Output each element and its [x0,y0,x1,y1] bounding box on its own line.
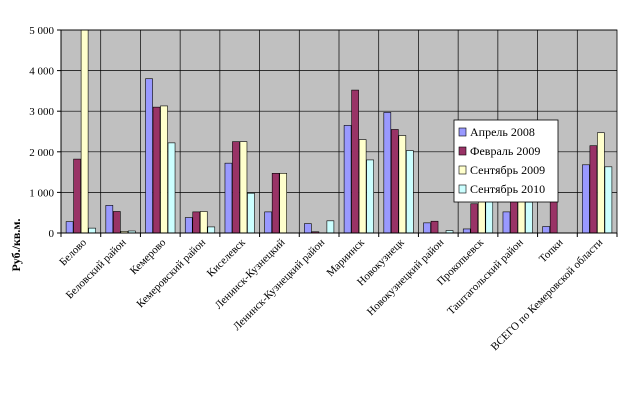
bar [271,173,280,234]
x-category-label: Ленинск-Кузнецкий [213,237,288,312]
legend-box [453,119,559,203]
legend-label: Сентябрь 2010 [470,182,545,196]
axes [57,29,618,237]
legend-label: Апрель 2008 [470,125,535,139]
bar [152,106,161,234]
bar [525,201,533,234]
bar [351,89,359,234]
legend: Апрель 2008 Февраль 2009 Сентябрь 2009 Сент… [453,119,559,203]
bar [224,162,233,234]
legend-swatch [458,146,467,156]
y-tick-labels: 0 1 000 2 000 3 000 4 000 5 000 [29,25,54,240]
x-category-label: Кемерово [128,236,169,277]
bar [167,142,176,234]
y-tick-label: 2 000 [29,147,54,159]
bar [80,29,89,234]
bar [604,166,613,234]
bar [88,227,96,234]
bar [406,150,414,234]
x-category-label: Топки [537,237,566,266]
bar [358,139,367,234]
bars [65,29,613,234]
bar [113,211,121,234]
x-category-label: Таштагольский район [445,237,526,318]
bar [398,135,407,234]
bar [232,141,240,234]
bar [247,192,255,234]
bar [199,211,208,234]
bar [423,222,431,234]
bar [145,78,153,234]
bar [304,223,312,234]
bar [462,228,471,234]
bar [582,164,590,234]
bar [192,211,201,234]
bar [502,211,511,234]
bar [279,173,287,234]
y-axis-title: Руб./кв.м. [9,218,23,271]
x-category-label: Кемеровский район [134,237,208,311]
legend-swatch [458,184,467,194]
y-tick-label: 0 [49,228,55,240]
x-category-label: Белово [57,236,89,268]
y-tick-label: 1 000 [29,187,54,199]
bar [184,217,193,234]
bar [391,129,399,234]
bar [542,226,550,234]
bar [597,132,605,234]
legend-swatch [458,165,467,175]
bar [470,203,479,234]
y-tick-label: 3 000 [29,106,54,118]
bar [160,105,168,234]
bar [326,220,335,234]
legend-swatch [458,127,467,137]
bar [207,226,216,234]
bar [105,205,114,234]
bar [239,141,248,234]
bar [430,220,439,234]
bar [589,145,598,234]
y-tick-label: 5 000 [29,25,54,37]
bar [264,211,272,234]
bar [73,158,81,234]
legend-label: Сентябрь 2009 [470,163,545,177]
bar [383,112,392,234]
bar [65,221,74,234]
bar [343,125,352,234]
bar [366,159,374,234]
x-category-label: Новокузнецкий район [365,237,447,319]
y-tick-label: 4 000 [29,66,54,78]
legend-label: Февраль 2009 [470,144,540,158]
bar [517,200,526,234]
